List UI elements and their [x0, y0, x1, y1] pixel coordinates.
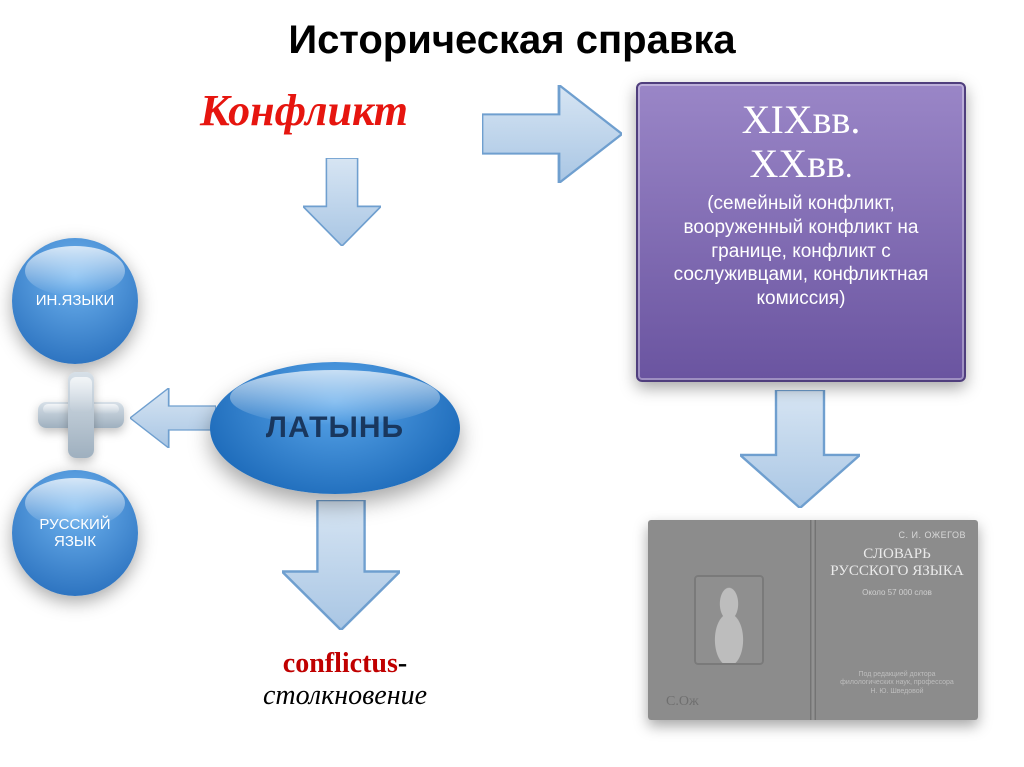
book-title-line2: РУССКОГО ЯЗЫКА: [830, 563, 963, 579]
arrow-down-from-purple: [740, 390, 860, 508]
book-subtitle: Около 57 000 слов: [816, 588, 978, 597]
dictionary-image: С.Ож С. И. ОЖЕГОВ СЛОВАРЬ РУССКОГО ЯЗЫКА…: [648, 520, 978, 720]
book-title: СЛОВАРЬ РУССКОГО ЯЗЫКА: [816, 546, 978, 581]
book-left-page: С.Ож: [648, 520, 810, 720]
century-box: XIXвв. XXвв. (семейный конфликт, вооруже…: [636, 82, 966, 382]
century-dot: .: [845, 151, 853, 184]
book-author: С. И. ОЖЕГОВ: [899, 530, 966, 540]
book-tiny-3: Н. Ю. Шведовой: [870, 688, 923, 695]
book-tiny-1: Под редакцией доктора: [858, 671, 935, 678]
century-heading: XIXвв. XXвв.: [656, 98, 946, 186]
etymology-meaning: столкновение: [263, 680, 427, 711]
sphere-russian-language: РУССКИЙ ЯЗЫК: [12, 470, 138, 596]
arrow-left-to-plus: [130, 388, 216, 448]
etymology-dash: -: [398, 648, 407, 679]
keyword-conflict: Конфликт: [200, 85, 408, 136]
slide-canvas: Историческая справка Конфликт XIXвв. XXв…: [0, 0, 1024, 767]
book-tiny-2: филологических наук, профессора: [840, 679, 954, 686]
arrow-right-to-purple: [482, 85, 622, 183]
book-tiny: Под редакцией доктора филологических нау…: [816, 671, 978, 696]
author-portrait-icon: [694, 575, 764, 665]
century-body: (семейный конфликт, вооруженный конфликт…: [656, 192, 946, 311]
century-line1: XIXвв.: [742, 97, 861, 142]
plus-icon: [38, 372, 124, 458]
ellipse-latin: ЛАТЫНЬ: [210, 362, 460, 494]
etymology-footnote: conflictus- столкновение: [210, 648, 480, 712]
sphere-foreign-languages: ИН.ЯЗЫКИ: [12, 238, 138, 364]
slide-title: Историческая справка: [0, 18, 1024, 63]
sphere-foreign-label: ИН.ЯЗЫКИ: [30, 292, 120, 309]
sphere-russian-label: РУССКИЙ ЯЗЫК: [12, 516, 138, 551]
arrow-down-from-keyword: [303, 158, 381, 246]
etymology-word: conflictus: [283, 648, 398, 679]
ellipse-latin-label: ЛАТЫНЬ: [266, 411, 404, 445]
book-right-page: С. И. ОЖЕГОВ СЛОВАРЬ РУССКОГО ЯЗЫКА Окол…: [816, 520, 978, 720]
author-signature: С.Ож: [666, 694, 699, 710]
arrow-down-from-latin: [282, 500, 400, 630]
century-line2: XXвв: [749, 141, 845, 186]
book-title-line1: СЛОВАРЬ: [863, 546, 931, 562]
